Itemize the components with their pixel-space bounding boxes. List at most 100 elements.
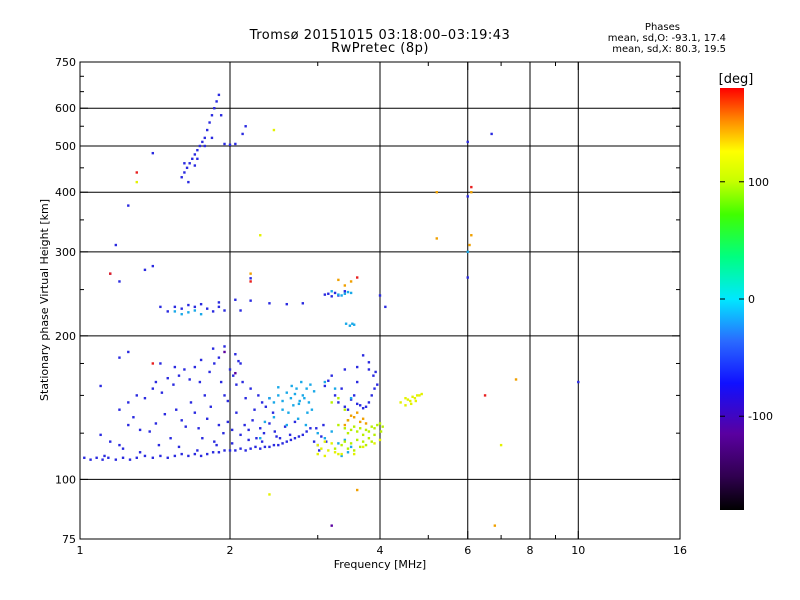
data-point [323,380,327,384]
data-point [404,404,407,407]
data-point [226,399,230,403]
data-point [172,383,175,386]
data-point [466,140,469,144]
data-point [323,440,327,443]
data-point [358,445,362,449]
data-point [132,416,135,419]
data-point [355,365,359,369]
data-point [290,384,293,388]
data-point [173,454,177,458]
data-point [244,449,247,452]
data-point [264,405,268,408]
data-point [409,402,413,406]
data-point [399,401,402,404]
data-point [205,417,209,420]
data-point [344,322,348,325]
data-point [99,384,102,388]
data-point [327,292,330,295]
data-point [316,452,319,456]
data-point [259,437,262,440]
data-point [208,370,211,374]
data-point [301,394,305,397]
data-point [249,280,252,283]
data-point [343,438,347,442]
data-point [355,430,359,433]
data-point [118,280,121,283]
data-point [577,380,580,384]
data-point [257,394,260,397]
data-point [199,358,203,362]
data-point [409,399,412,403]
data-point [217,301,221,304]
data-point [373,387,376,390]
data-point [376,423,379,427]
data-point [378,422,382,425]
data-point [330,290,333,293]
data-point [215,443,218,447]
data-point [268,422,271,425]
data-point [268,396,271,400]
data-point [263,420,267,424]
data-point [213,440,216,443]
data-point [101,458,104,461]
data-point [367,437,371,440]
data-point [166,376,169,380]
data-point [209,405,212,408]
data-point [173,310,177,313]
data-point [160,391,164,394]
colorbar-tick-label: 0 [748,293,755,306]
data-point [355,488,359,492]
chart-subtitle: RwPretec (8p) [331,41,429,56]
data-point [293,420,297,424]
data-point [316,443,319,447]
data-point [205,307,209,310]
data-point [367,368,371,371]
data-point [373,427,376,430]
data-point [127,204,130,207]
data-point [293,392,297,396]
colorbar-tick-label: -100 [748,410,773,423]
data-point [361,417,365,420]
data-point [272,128,276,132]
data-point [249,277,252,280]
data-point [337,401,340,404]
data-point [333,451,337,454]
data-point [340,454,343,458]
data-point [374,370,377,374]
data-point [223,142,226,146]
data-point [415,394,419,397]
data-point [340,443,343,447]
data-point [283,425,287,428]
data-point [367,401,371,404]
data-point [305,387,308,390]
data-point [223,309,226,312]
data-point [333,394,337,397]
data-point [306,411,309,414]
data-point [364,443,368,447]
data-point [230,428,234,432]
y-axis-label: Stationary phase Virtual Height [km] [38,199,51,401]
data-point [297,402,301,406]
data-point [349,414,353,417]
data-point [355,402,359,406]
data-point [166,310,169,313]
data-point [226,420,230,424]
data-point [193,309,197,312]
data-point [114,243,118,247]
data-point [239,362,242,365]
data-point [337,293,340,296]
data-point [247,428,250,432]
x-tick-label: 10 [571,544,585,557]
data-point [191,157,194,161]
data-point [193,153,197,156]
data-point [163,412,167,416]
data-point [384,305,387,309]
data-point [222,431,225,435]
data-point [247,438,250,442]
data-point [254,445,257,449]
data-point [300,380,303,384]
data-point [364,422,368,425]
data-point [217,93,221,97]
data-point [367,361,371,364]
data-point [259,234,262,237]
